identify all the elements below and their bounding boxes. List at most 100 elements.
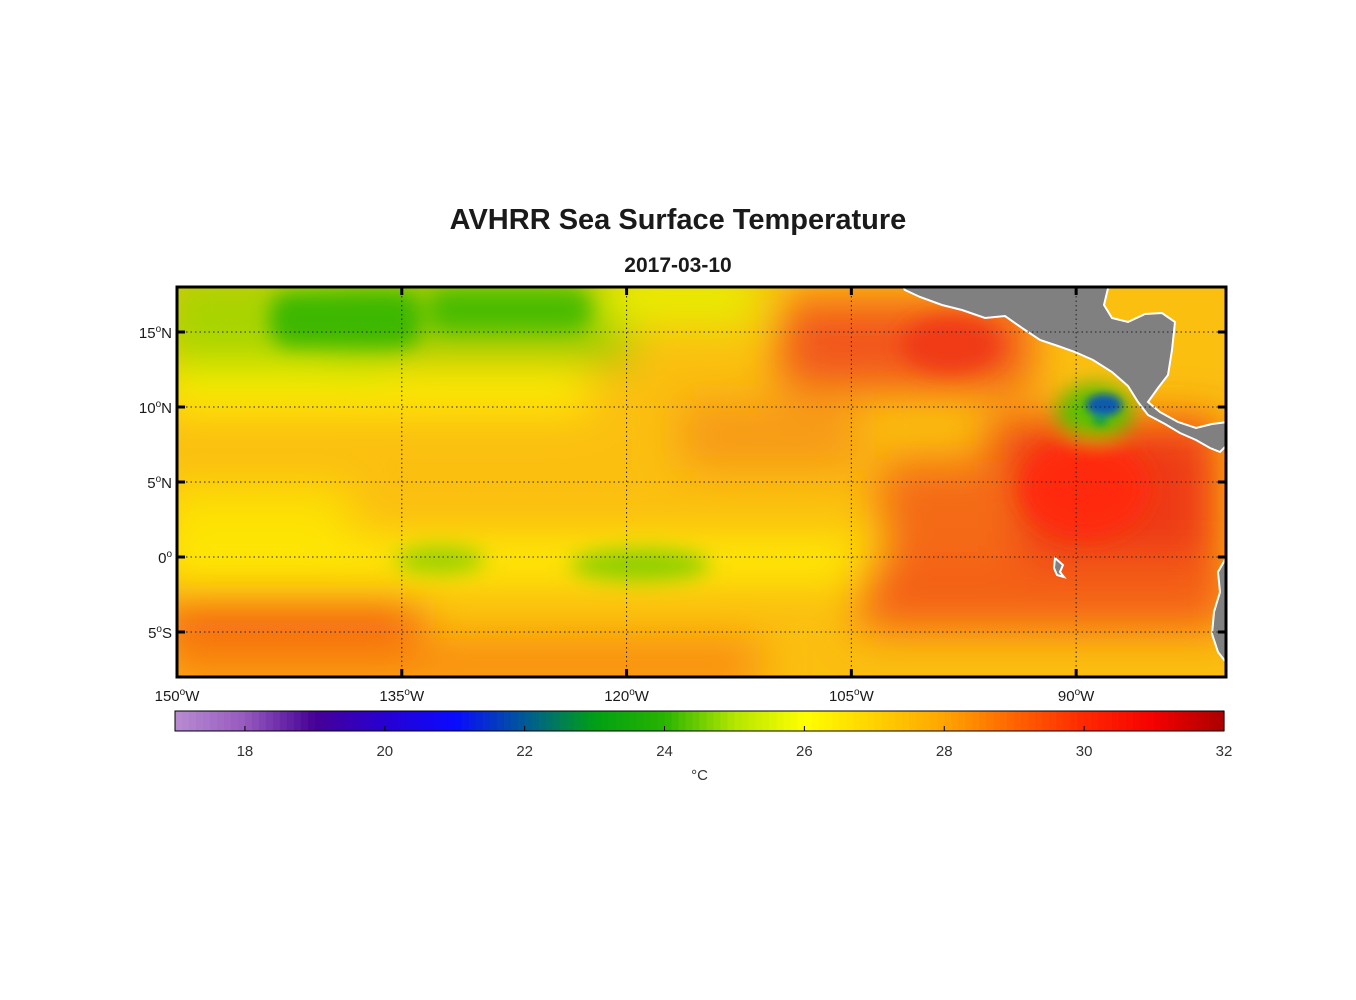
colorbar-segment: [706, 711, 715, 731]
colorbar-segment: [258, 711, 267, 731]
colorbar-segment: [496, 711, 505, 731]
x-tick-label-120-degree: o: [629, 687, 635, 698]
sst-fine-scale: [1086, 394, 1122, 426]
colorbar-segment: [678, 711, 687, 731]
colorbar-segment: [314, 711, 323, 731]
colorbar-segment: [566, 711, 575, 731]
land-mask: [901, 287, 1226, 664]
colorbar-segment: [1217, 711, 1225, 731]
colorbar-segment: [531, 711, 540, 731]
colorbar-segment: [475, 711, 484, 731]
colorbar-segment: [762, 711, 771, 731]
colorbar-segment: [790, 711, 798, 731]
colorbar-segment: [524, 711, 533, 731]
colorbar-segment: [1189, 711, 1197, 731]
x-tick-label-135-degree: o: [404, 687, 410, 698]
y-tick-label-0-num: 0: [158, 550, 166, 567]
y-tick-label-5-num: 5: [147, 475, 155, 492]
colorbar-segment: [195, 711, 204, 731]
x-tick-label-90-degree: o: [1075, 687, 1081, 698]
colorbar-segment: [657, 711, 666, 731]
colorbar-segment: [1175, 711, 1183, 731]
colorbar-segment: [321, 711, 330, 731]
colorbar-segment: [895, 711, 903, 731]
colorbar-segment: [1028, 711, 1036, 731]
colorbar-segment: [741, 711, 750, 731]
colorbar-segment: [426, 711, 435, 731]
colorbar-segment: [1161, 711, 1169, 731]
colorbar-segment: [1126, 711, 1134, 731]
x-tick-label-150-num: 150: [155, 688, 180, 705]
colorbar-segment: [244, 711, 253, 731]
colorbar-segment: [916, 711, 924, 731]
colorbar-segment: [923, 711, 931, 731]
colorbar-segment: [888, 711, 896, 731]
colorbar-segment: [559, 711, 568, 731]
y-tick-label-15-num: 15: [139, 325, 156, 342]
x-tick-label-90-hemisphere: W: [1080, 688, 1095, 705]
colorbar-segment: [1182, 711, 1190, 731]
y-tick-label-5N: 5oN: [147, 474, 172, 492]
colorbar-segment: [587, 711, 596, 731]
x-tick-label-120W: 120oW: [604, 687, 650, 705]
colorbar-segment: [664, 711, 673, 731]
x-tick-label-120-num: 120: [604, 688, 629, 705]
colorbar-segment: [384, 711, 393, 731]
colorbar-segment: [503, 711, 512, 731]
colorbar-segment: [909, 711, 917, 731]
colorbar-segment: [825, 711, 833, 731]
colorbar-segment: [1007, 711, 1015, 731]
y-tick-label-10-num: 10: [139, 400, 156, 417]
colorbar-segment: [1014, 711, 1022, 731]
colorbar-segment: [454, 711, 463, 731]
colorbar-segment: [699, 711, 708, 731]
colorbar-segment: [937, 711, 945, 731]
colorbar-segment: [545, 711, 554, 731]
colorbar-segment: [1049, 711, 1057, 731]
galapagos-land: [1052, 555, 1067, 579]
colorbar-segment: [979, 711, 987, 731]
chart-subtitle: 2017-03-10: [624, 254, 732, 277]
colorbar-tick-label-24: 24: [656, 743, 673, 760]
colorbar-segment: [993, 711, 1001, 731]
colorbar-segment: [300, 711, 309, 731]
colorbar-segment: [811, 711, 819, 731]
colorbar-segment: [412, 711, 421, 731]
colorbar-segment: [1098, 711, 1106, 731]
colorbar-segment: [1035, 711, 1043, 731]
colorbar-segment: [972, 711, 980, 731]
colorbar-segment: [279, 711, 288, 731]
colorbar-segment: [1000, 711, 1008, 731]
colorbar-segment: [734, 711, 743, 731]
colorbar-segment: [181, 711, 190, 731]
colorbar-segment: [804, 711, 812, 731]
y-tick-label-0: 0o: [158, 549, 172, 567]
colorbar-segment: [363, 711, 372, 731]
y-tick-label-5-hemisphere: S: [162, 625, 172, 642]
x-tick-label-135-hemisphere: W: [410, 688, 425, 705]
y-tick-label-10-hemisphere: N: [161, 400, 172, 417]
colorbar-segment: [643, 711, 652, 731]
y-tick-label-15-degree: o: [156, 324, 162, 335]
y-tick-label-5-hemisphere: N: [161, 475, 172, 492]
colorbar-segment: [216, 711, 225, 731]
colorbar-segment: [1112, 711, 1120, 731]
colorbar-segment: [237, 711, 246, 731]
colorbar-segment: [930, 711, 938, 731]
colorbar-segment: [1077, 711, 1085, 731]
colorbar-segment: [349, 711, 358, 731]
y-tick-label-5-degree: o: [156, 474, 162, 485]
colorbar-segment: [1042, 711, 1050, 731]
colorbar-segment: [1105, 711, 1113, 731]
colorbar-segment: [251, 711, 260, 731]
colorbar-segment: [818, 711, 826, 731]
colorbar-segment: [489, 711, 498, 731]
colorbar-segment: [398, 711, 407, 731]
colorbar-segment: [685, 711, 694, 731]
colorbar-segment: [636, 711, 645, 731]
colorbar-segment: [188, 711, 197, 731]
colorbar-segment: [461, 711, 470, 731]
x-tick-label-105-num: 105: [829, 688, 854, 705]
colorbar-segment: [867, 711, 875, 731]
colorbar-segment: [986, 711, 994, 731]
